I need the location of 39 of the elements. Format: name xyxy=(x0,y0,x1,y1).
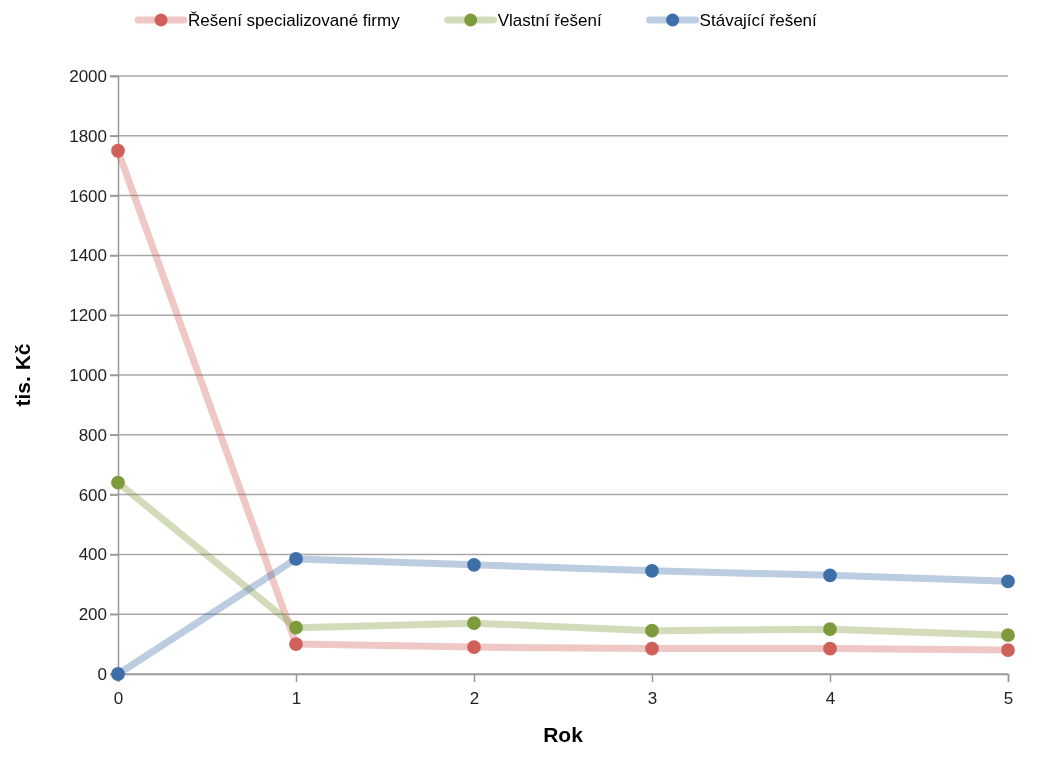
x-tick-label: 4 xyxy=(825,688,836,708)
y-tick-label: 400 xyxy=(78,545,107,565)
point xyxy=(111,143,125,158)
legend-label: Stávající řešení xyxy=(699,11,818,30)
legend-label: Vlastní řešení xyxy=(497,11,602,30)
point xyxy=(823,568,837,583)
y-tick-label: 1400 xyxy=(69,246,107,266)
x-tick-label: 0 xyxy=(113,688,124,708)
x-tick-label: 1 xyxy=(291,688,302,708)
y-tick-label: 600 xyxy=(78,485,107,505)
y-tick-label: 1000 xyxy=(69,365,107,385)
x-axis-title: Rok xyxy=(543,723,584,746)
point xyxy=(289,637,303,651)
point xyxy=(823,641,837,656)
y-tick-label: 800 xyxy=(78,425,107,445)
point xyxy=(467,557,481,572)
y-tick-label: 0 xyxy=(97,664,107,684)
point xyxy=(1001,643,1015,657)
y-tick-label: 200 xyxy=(78,605,107,625)
point xyxy=(289,551,303,566)
y-tick-label: 2000 xyxy=(69,66,107,86)
y-tick-label: 1600 xyxy=(69,186,107,206)
x-tick-label: 5 xyxy=(1003,688,1014,708)
x-tick-label: 3 xyxy=(647,688,658,708)
y-axis-title: tis. Kč xyxy=(11,343,34,407)
point xyxy=(645,623,659,638)
point xyxy=(111,475,125,490)
point xyxy=(1001,574,1015,589)
point xyxy=(1001,628,1015,643)
point xyxy=(645,563,659,578)
point xyxy=(467,640,481,654)
x-tick-label: 2 xyxy=(469,688,480,708)
legend-label: Řešení specializované firmy xyxy=(188,11,401,30)
point xyxy=(467,616,481,631)
y-tick-label: 1200 xyxy=(69,306,107,326)
point xyxy=(823,622,837,637)
point xyxy=(645,641,659,656)
y-tick-label: 1800 xyxy=(69,126,107,146)
point xyxy=(289,620,303,635)
